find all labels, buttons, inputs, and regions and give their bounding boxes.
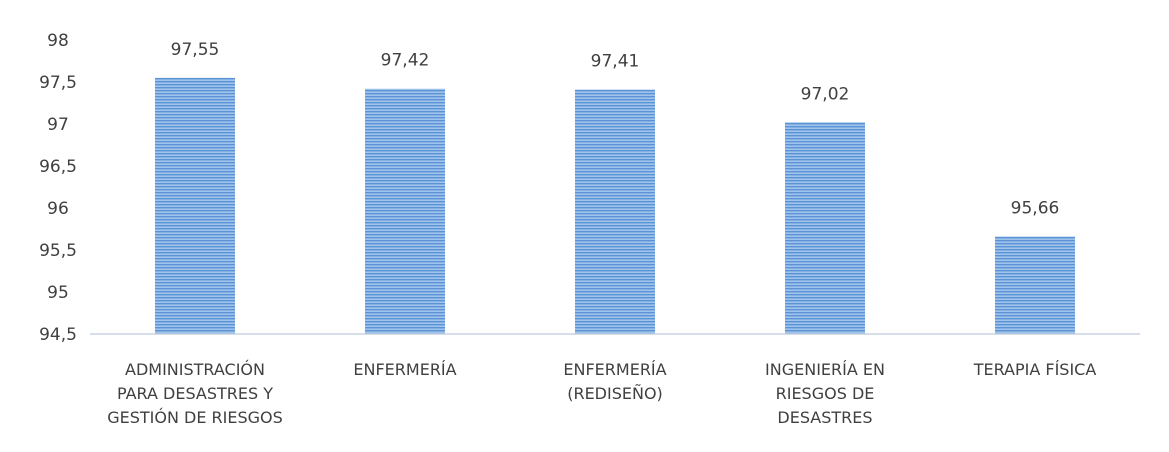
y-tick-label: 97 (47, 115, 69, 135)
data-label: 97,02 (801, 84, 850, 104)
bar (785, 122, 865, 334)
y-tick-label: 96,5 (39, 157, 77, 177)
bar (365, 88, 445, 334)
data-label: 95,66 (1011, 199, 1060, 219)
bar (155, 77, 235, 335)
category-labels: ADMINISTRACIÓN PARA DESASTRES Y GESTIÓN DE… (107, 360, 1096, 427)
y-tick-label: 97,5 (39, 73, 77, 93)
category-label: TERAPIA FÍSICA (973, 360, 1097, 379)
y-axis: 94,5 95 95,5 96 96,5 97 97,5 98 (39, 31, 77, 345)
bar (575, 89, 655, 334)
data-label: 97,42 (381, 51, 430, 71)
data-label: 97,55 (171, 40, 220, 60)
bars (155, 77, 1075, 335)
category-label: ENFERMERÍA (REDISEÑO) (563, 360, 666, 403)
category-label: ENFERMERÍA (353, 360, 456, 379)
bar (995, 236, 1075, 334)
y-tick-label: 95,5 (39, 241, 77, 261)
data-label: 97,41 (591, 52, 640, 72)
category-label: INGENIERÍA EN RIESGOS DE DESASTRES (765, 360, 885, 427)
y-tick-label: 95 (47, 283, 69, 303)
y-tick-label: 94,5 (39, 325, 77, 345)
y-tick-label: 96 (47, 199, 69, 219)
category-label: ADMINISTRACIÓN PARA DESASTRES Y GESTIÓN DE… (107, 360, 283, 427)
y-tick-label: 98 (47, 31, 69, 51)
data-labels: 97,55 97,42 97,41 97,02 95,66 (171, 40, 1060, 219)
